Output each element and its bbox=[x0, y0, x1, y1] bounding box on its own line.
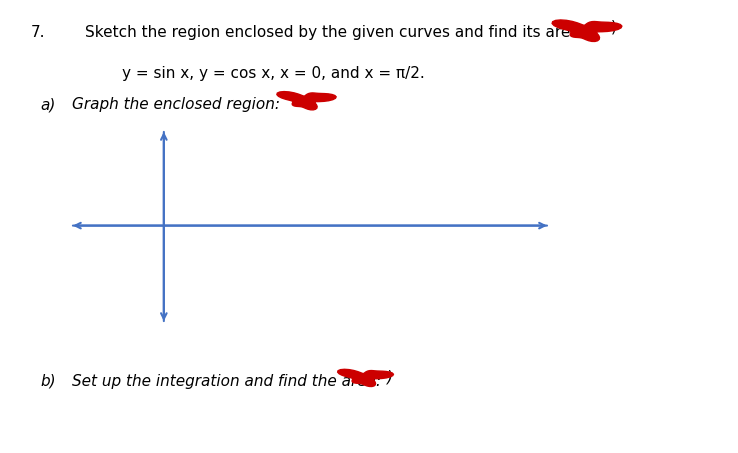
Text: 7.: 7. bbox=[31, 25, 46, 40]
Text: Set up the integration and find the area:: Set up the integration and find the area… bbox=[72, 374, 382, 389]
Text: Sketch the region enclosed by the given curves and find its area.: Sketch the region enclosed by the given … bbox=[85, 25, 584, 40]
Polygon shape bbox=[338, 369, 393, 386]
Text: Graph the enclosed region:: Graph the enclosed region: bbox=[72, 97, 280, 112]
Text: ): ) bbox=[611, 19, 617, 35]
Text: a): a) bbox=[41, 97, 56, 112]
Text: ): ) bbox=[387, 369, 393, 385]
Polygon shape bbox=[552, 20, 622, 41]
Polygon shape bbox=[277, 92, 336, 110]
Text: y = sin x, y = cos x, x = 0, and x = π/2.: y = sin x, y = cos x, x = 0, and x = π/2… bbox=[122, 66, 424, 81]
Text: b): b) bbox=[41, 374, 56, 389]
